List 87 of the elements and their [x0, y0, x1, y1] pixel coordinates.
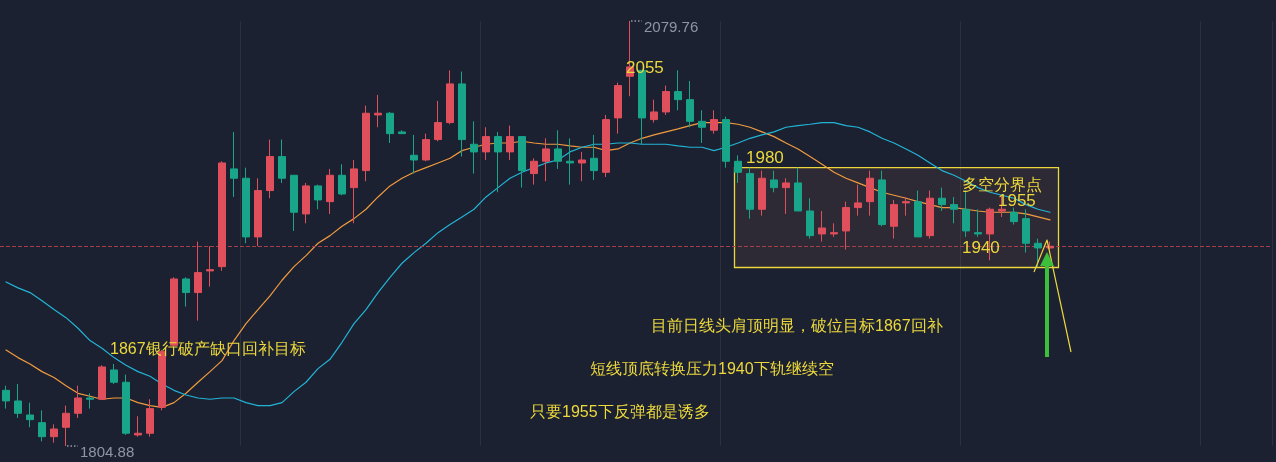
candlestick: [38, 409, 46, 442]
candlestick: [62, 405, 70, 447]
annotation: 只要1955下反弹都是诱多: [530, 402, 710, 420]
candlestick: [50, 423, 58, 444]
candlestick: [110, 363, 118, 385]
candlestick: [410, 134, 418, 175]
candlestick: [254, 177, 262, 247]
candlestick: [218, 160, 226, 272]
candlestick: [362, 105, 370, 182]
candlestick: [818, 210, 826, 243]
candlestick: [914, 190, 922, 238]
candlestick: [470, 120, 478, 175]
annotation: 1804.88: [80, 442, 135, 460]
candlestick: [242, 167, 250, 244]
candlestick: [494, 131, 502, 193]
candlestick: [386, 111, 394, 144]
candlestick: [950, 196, 958, 224]
candlestick: [14, 383, 22, 419]
candlestick: [554, 129, 562, 170]
candlestick: [866, 170, 874, 217]
candlestick: [614, 82, 622, 135]
annotation: 目前日线头肩顶明显，破位目标1867回补: [651, 316, 943, 334]
candlestick: [266, 139, 274, 199]
candlestick: [182, 276, 190, 308]
candlestick: [830, 222, 838, 238]
candlestick: [422, 133, 430, 162]
candlestick: [86, 392, 94, 410]
candlestick: [278, 139, 286, 184]
candlestick: [302, 182, 310, 224]
candlestick: [1010, 207, 1018, 226]
candlestick: [74, 385, 82, 419]
candlestick: [734, 154, 742, 184]
candlestick: [590, 134, 598, 181]
candlestick: [326, 168, 334, 215]
candlestick: [746, 167, 754, 220]
candlestick: [290, 174, 298, 232]
candlestick: [698, 109, 706, 144]
candlestick: [446, 69, 454, 125]
candlestick: [806, 197, 814, 240]
candlestick: [758, 170, 766, 217]
candlestick: [842, 201, 850, 251]
candlestick: [686, 80, 694, 128]
candlestick: [962, 190, 970, 238]
candlestick: [938, 187, 946, 212]
candlestick: [662, 85, 670, 116]
candlestick: [854, 184, 862, 217]
candlestick: [674, 69, 682, 111]
candlestick: [26, 402, 34, 428]
candlestick: [1034, 238, 1042, 268]
candlestick: [518, 136, 526, 189]
candlestick: [98, 364, 106, 400]
candlestick: [566, 137, 574, 186]
candlestick: [1022, 208, 1030, 254]
candlestick: [506, 125, 514, 161]
candlestick: [122, 374, 130, 436]
candlestick: [782, 177, 790, 215]
candlestick: [602, 114, 610, 178]
candlestick: [578, 151, 586, 182]
annotation: 1980: [746, 147, 784, 167]
candlestick: [542, 137, 550, 182]
candlestick: [710, 109, 718, 135]
candlestick: [2, 385, 10, 410]
candlestick: [902, 196, 910, 217]
candlestick: [314, 184, 322, 210]
candlestick: [926, 190, 934, 240]
candlestick: [230, 131, 238, 198]
candlestick: [350, 159, 358, 224]
candlestick: [878, 170, 886, 227]
annotation: 短线顶底转换压力1940下轨继续空: [590, 359, 834, 377]
candlestick: [134, 415, 142, 438]
candlestick: [794, 167, 802, 212]
candlestick: [530, 157, 538, 186]
candlestick: [458, 71, 466, 158]
candlestick: [482, 126, 490, 161]
candlestick: [434, 100, 442, 142]
candlestick: [338, 163, 346, 196]
annotation: 2079.76: [644, 17, 699, 35]
candlestick: [650, 99, 658, 124]
candlestick: [194, 241, 202, 322]
candlestick: [890, 199, 898, 240]
candlestick: [722, 116, 730, 169]
candlestick: [146, 398, 154, 438]
candlestick: [974, 208, 982, 238]
candlestick: [398, 129, 406, 135]
candlestick: [206, 245, 214, 288]
candlestick: [770, 170, 778, 193]
candlestick: [374, 94, 382, 128]
